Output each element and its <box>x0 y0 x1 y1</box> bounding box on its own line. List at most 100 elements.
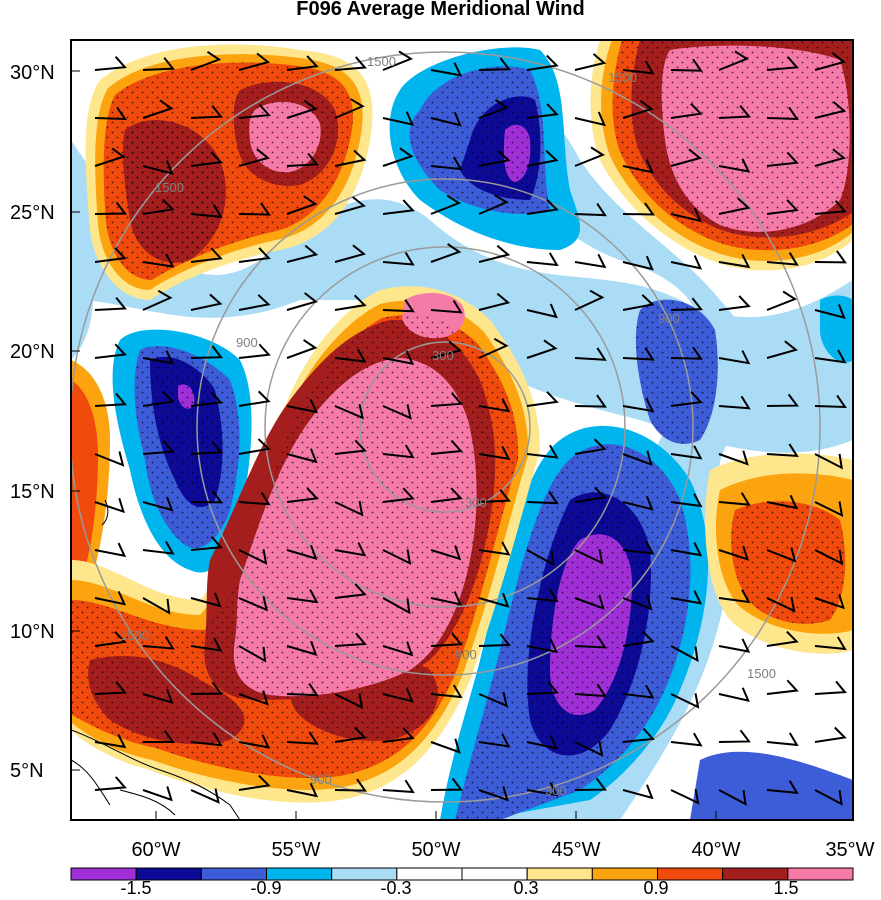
wind-barb <box>430 243 462 263</box>
wind-barb <box>334 56 367 71</box>
lat-label: 30°N <box>10 62 55 84</box>
wind-barb <box>430 777 463 791</box>
wind-field <box>71 40 853 820</box>
wind-barb <box>718 729 751 743</box>
wind-barb <box>574 253 607 269</box>
wind-barb <box>286 640 318 656</box>
wind-barb <box>286 55 319 71</box>
wind-barb <box>142 160 174 175</box>
wind-barb <box>526 339 558 359</box>
wind-barb <box>430 545 462 561</box>
wind-barb <box>478 541 511 556</box>
colorbar-label: -1.5 <box>120 878 151 898</box>
wind-barb <box>622 159 655 174</box>
wind-barb <box>622 202 655 216</box>
wind-barb <box>94 296 127 311</box>
wind-barb <box>478 194 509 215</box>
wind-barb <box>142 786 173 802</box>
wind-barb <box>814 148 847 167</box>
wind-barb <box>238 294 271 311</box>
wind-barb <box>382 299 415 313</box>
wind-barb <box>814 304 846 320</box>
wind-barb <box>430 591 463 606</box>
wind-barb <box>766 151 799 167</box>
wind-barb <box>718 638 751 653</box>
wind-barb <box>94 147 126 167</box>
wind-barb <box>478 592 510 608</box>
lat-label: 25°N <box>10 202 55 224</box>
colorbar-label: 1.5 <box>773 878 798 898</box>
wind-barb <box>526 638 559 654</box>
wind-barb <box>478 489 511 503</box>
wind-barb <box>238 343 271 359</box>
wind-barb <box>382 251 415 266</box>
wind-barb <box>526 490 559 505</box>
wind-barb <box>142 390 175 407</box>
wind-barb <box>334 149 367 167</box>
wind-barb <box>766 106 799 121</box>
wind-barb <box>238 734 271 749</box>
wind-barb <box>766 290 798 311</box>
wind-barb <box>766 252 799 266</box>
lat-label: 15°N <box>10 481 55 503</box>
wind-barb <box>622 255 654 271</box>
wind-barb <box>526 588 559 603</box>
wind-barb <box>94 106 127 121</box>
wind-barb <box>670 346 703 360</box>
wind-barb <box>286 195 318 215</box>
wind-barb <box>142 688 174 704</box>
wind-barb <box>670 645 699 663</box>
wind-barb <box>622 595 653 611</box>
wind-barb <box>430 299 463 314</box>
range-rings <box>71 51 821 803</box>
ring-label: 900 <box>455 647 477 662</box>
wind-barb <box>430 156 463 171</box>
wind-barb <box>622 630 655 647</box>
wind-barb <box>94 776 127 791</box>
wind-barb <box>238 645 267 663</box>
wind-barb <box>190 788 220 804</box>
wind-barb <box>142 730 175 744</box>
wind-barb <box>382 199 415 215</box>
wind-barb <box>94 733 127 749</box>
wind-barb <box>190 592 222 608</box>
wind-barb <box>334 693 364 710</box>
wind-barb <box>334 500 364 517</box>
wind-barb <box>382 147 414 167</box>
wind-barb <box>238 202 271 216</box>
wind-barb <box>574 594 605 610</box>
wind-barb <box>478 733 511 748</box>
wind-barb <box>430 632 463 647</box>
wind-barb <box>334 542 367 557</box>
wind-barb <box>190 637 223 652</box>
wind-barb <box>94 497 125 514</box>
ring-label: 300 <box>545 783 567 798</box>
wind-barb <box>94 201 127 215</box>
wind-barb <box>526 150 559 167</box>
chart-title: F096 Average Meridional Wind <box>296 0 585 20</box>
wind-barb <box>574 53 607 71</box>
wind-barb <box>94 631 127 647</box>
wind-barb <box>574 438 607 455</box>
wind-barb <box>814 636 847 651</box>
wind-barb <box>238 247 271 263</box>
wind-barb <box>526 252 559 267</box>
wind-barb <box>382 727 415 743</box>
colorbar-labels: -1.5 -0.9 -0.3 0.3 0.9 1.5 <box>120 878 798 898</box>
wind-barb <box>478 337 509 359</box>
wind-barb <box>142 636 175 650</box>
wind-barb <box>238 438 271 455</box>
wind-barb <box>382 50 414 71</box>
wind-barb <box>286 544 318 561</box>
colorbar-label: -0.9 <box>250 878 281 898</box>
range-ring-labels: 300 300 900 900 900 1500 1500 1500 1500 … <box>120 54 776 798</box>
wind-barb <box>286 398 319 414</box>
wind-barb <box>766 732 799 747</box>
wind-barb <box>718 158 751 173</box>
wind-barb <box>286 487 319 503</box>
wind-barb <box>190 105 223 119</box>
wind-barb <box>670 590 703 605</box>
wind-barb <box>94 590 127 606</box>
wind-barb <box>526 303 558 319</box>
